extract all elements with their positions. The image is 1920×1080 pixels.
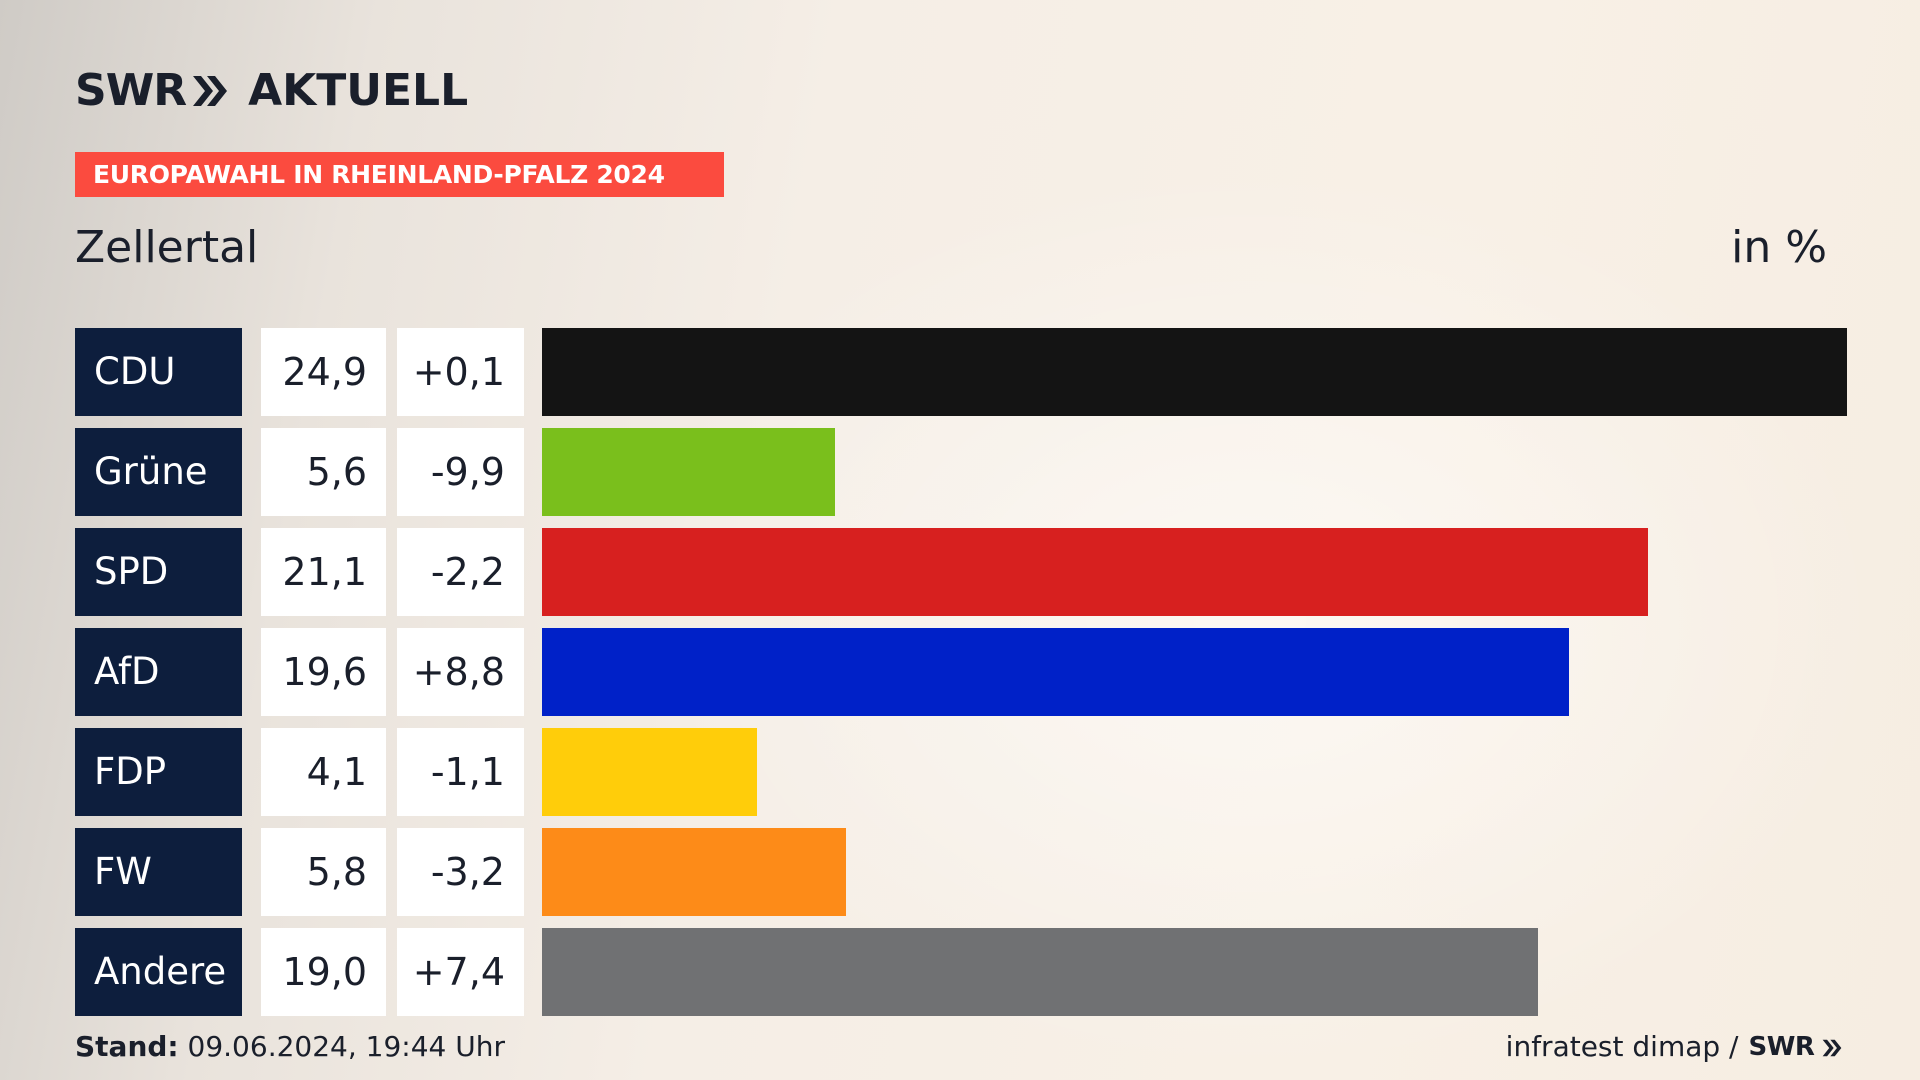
logo-aktuell-text: AKTUELL [248, 65, 469, 116]
result-row: FW 5,8 -3,2 [75, 828, 1847, 916]
footer-swr-text: SWR [1748, 1032, 1815, 1062]
double-chevron-icon [193, 76, 228, 106]
change-label: +7,4 [397, 928, 524, 1016]
vote-share-label: 5,8 [261, 828, 386, 916]
vote-share-bar [542, 628, 1569, 716]
vote-share-label: 21,1 [261, 528, 386, 616]
party-label: AfD [75, 628, 242, 716]
vote-share-label: 19,6 [261, 628, 386, 716]
stand-value: 09.06.2024, 19:44 Uhr [187, 1030, 505, 1063]
party-label: CDU [75, 328, 242, 416]
election-banner: EUROPAWAHL IN RHEINLAND-PFALZ 2024 [75, 152, 724, 197]
party-label: Andere [75, 928, 242, 1016]
vote-share-bar [542, 728, 757, 816]
timestamp: Stand: 09.06.2024, 19:44 Uhr [75, 1030, 505, 1064]
vote-share-bar [542, 528, 1648, 616]
vote-share-label: 19,0 [261, 928, 386, 1016]
party-label: FDP [75, 728, 242, 816]
party-label: Grüne [75, 428, 242, 516]
vote-share-bar [542, 328, 1847, 416]
stand-label: Stand: [75, 1030, 179, 1063]
source-credit: infratest dimap / SWR [1506, 1030, 1843, 1064]
swr-aktuell-logo: SWR AKTUELL [75, 66, 468, 116]
change-label: -9,9 [397, 428, 524, 516]
footer-double-chevron-icon [1822, 1039, 1842, 1056]
footer-swr-logo: SWR [1749, 1030, 1844, 1064]
vote-share-bar [542, 828, 846, 916]
result-row: AfD 19,6 +8,8 [75, 628, 1847, 716]
change-label: -3,2 [397, 828, 524, 916]
vote-share-bar [542, 928, 1538, 1016]
change-label: +0,1 [397, 328, 524, 416]
vote-share-label: 5,6 [261, 428, 386, 516]
vote-share-label: 4,1 [261, 728, 386, 816]
result-row: SPD 21,1 -2,2 [75, 528, 1847, 616]
change-label: +8,8 [397, 628, 524, 716]
unit-label: in % [1731, 222, 1827, 273]
change-label: -1,1 [397, 728, 524, 816]
result-row: Andere 19,0 +7,4 [75, 928, 1847, 1016]
vote-share-label: 24,9 [261, 328, 386, 416]
result-row: FDP 4,1 -1,1 [75, 728, 1847, 816]
party-label: FW [75, 828, 242, 916]
party-label: SPD [75, 528, 242, 616]
result-row: CDU 24,9 +0,1 [75, 328, 1847, 416]
logo-swr-text: SWR [75, 65, 187, 116]
change-label: -2,2 [397, 528, 524, 616]
vote-share-bar [542, 428, 835, 516]
result-row: Grüne 5,6 -9,9 [75, 428, 1847, 516]
region-title: Zellertal [75, 222, 259, 273]
source-text: infratest dimap / [1505, 1030, 1739, 1063]
